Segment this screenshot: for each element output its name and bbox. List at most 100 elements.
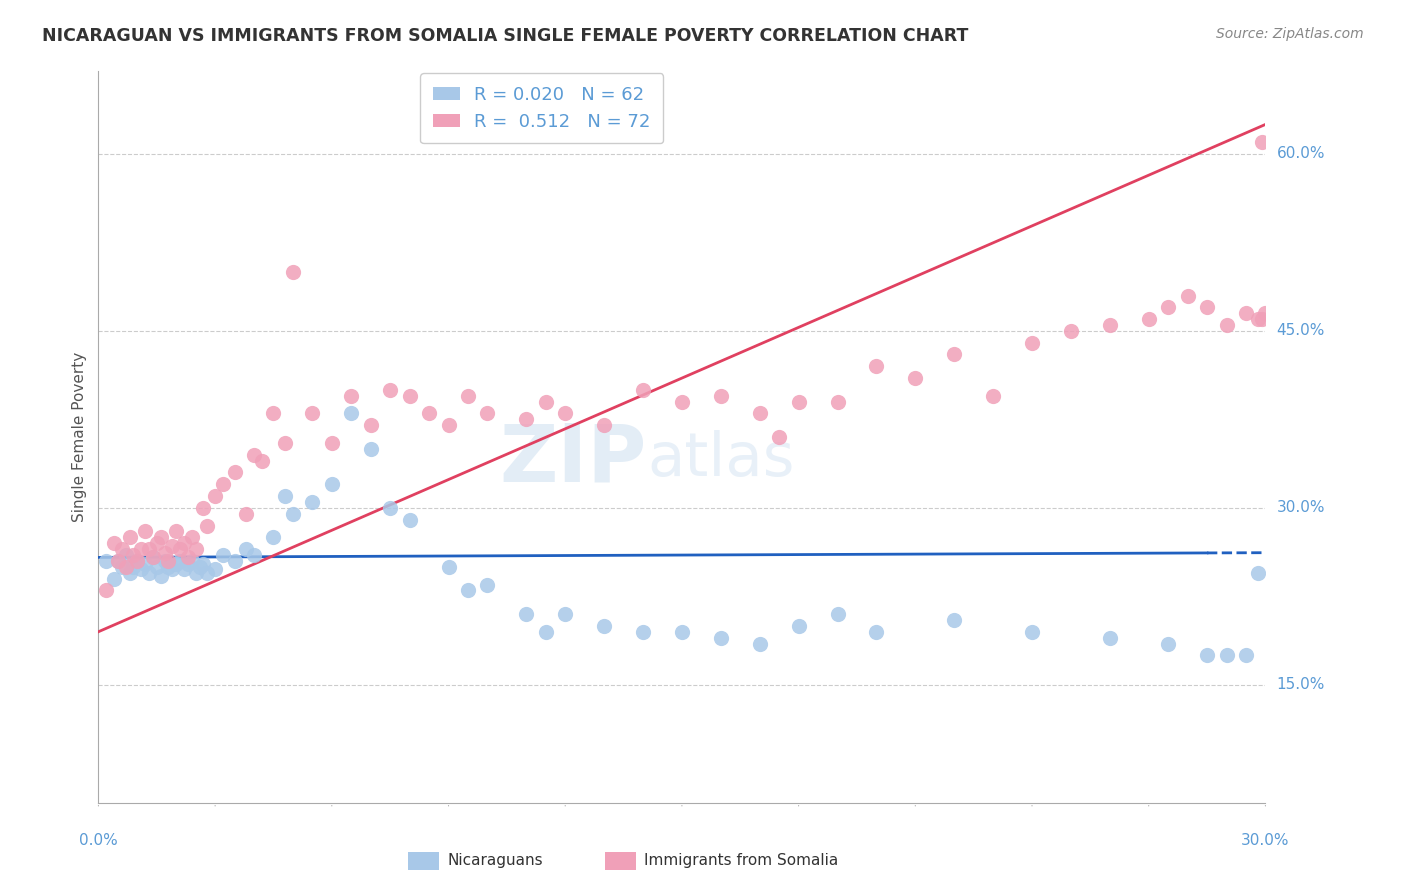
Point <box>827 607 849 621</box>
Point <box>118 566 141 580</box>
Point <box>457 583 479 598</box>
Point <box>169 542 191 557</box>
Point <box>122 559 145 574</box>
Point <box>515 412 537 426</box>
Point <box>149 569 172 583</box>
Point <box>262 530 284 544</box>
Point <box>827 394 849 409</box>
Point <box>1021 624 1043 639</box>
Point <box>212 548 235 562</box>
Text: Source: ZipAtlas.com: Source: ZipAtlas.com <box>1216 27 1364 41</box>
Point <box>127 554 149 568</box>
Point <box>1137 312 1160 326</box>
Point <box>1215 648 1237 663</box>
Point <box>235 507 257 521</box>
Point <box>103 572 125 586</box>
Point <box>534 394 557 409</box>
Point <box>184 566 207 580</box>
Point <box>157 559 180 574</box>
Point <box>710 631 733 645</box>
Point <box>418 407 440 421</box>
Point <box>142 550 165 565</box>
Point <box>111 542 134 557</box>
Point <box>162 562 184 576</box>
Point <box>301 495 323 509</box>
Point <box>904 371 927 385</box>
Point <box>224 554 246 568</box>
Point <box>177 550 200 565</box>
Point <box>146 536 169 550</box>
Point <box>477 407 499 421</box>
Point <box>321 436 343 450</box>
Point <box>107 554 129 568</box>
Point <box>360 418 382 433</box>
Point <box>1246 566 1268 580</box>
Text: 45.0%: 45.0% <box>1277 324 1324 338</box>
Point <box>787 619 810 633</box>
Point <box>96 583 118 598</box>
Text: ZIP: ZIP <box>499 420 647 498</box>
Point <box>165 524 187 539</box>
Point <box>129 542 152 557</box>
Point <box>103 536 125 550</box>
Point <box>398 513 420 527</box>
Point <box>865 359 887 374</box>
Point <box>243 548 266 562</box>
Point <box>262 407 284 421</box>
Text: 15.0%: 15.0% <box>1277 677 1324 692</box>
Point <box>204 489 226 503</box>
Point <box>1157 301 1180 315</box>
Point <box>787 394 810 409</box>
Point <box>768 430 790 444</box>
Point <box>1177 288 1199 302</box>
Point <box>671 624 693 639</box>
Point <box>534 624 557 639</box>
Point <box>235 542 257 557</box>
Y-axis label: Single Female Poverty: Single Female Poverty <box>72 352 87 522</box>
Point <box>157 554 180 568</box>
Point <box>129 562 152 576</box>
Point <box>134 524 156 539</box>
Point <box>360 442 382 456</box>
Text: 60.0%: 60.0% <box>1277 146 1324 161</box>
Point <box>631 624 654 639</box>
Point <box>1234 648 1257 663</box>
Point <box>457 389 479 403</box>
Point <box>380 383 402 397</box>
Point <box>593 619 616 633</box>
Text: Nicaraguans: Nicaraguans <box>447 854 543 868</box>
Point <box>321 477 343 491</box>
Point <box>193 500 215 515</box>
Point <box>1157 636 1180 650</box>
Point <box>1060 324 1083 338</box>
Point <box>122 548 145 562</box>
Point <box>593 418 616 433</box>
Point <box>169 554 191 568</box>
Point <box>153 554 176 568</box>
Point <box>180 554 202 568</box>
Point <box>281 265 304 279</box>
Point <box>250 453 273 467</box>
Point <box>1195 301 1218 315</box>
Point <box>1254 306 1277 320</box>
Point <box>981 389 1004 403</box>
Point <box>173 562 195 576</box>
Point <box>515 607 537 621</box>
Point <box>1195 648 1218 663</box>
Point <box>180 530 202 544</box>
Point <box>748 636 770 650</box>
Text: atlas: atlas <box>647 430 794 489</box>
Point <box>671 394 693 409</box>
Point <box>107 554 129 568</box>
Point <box>437 559 460 574</box>
Point <box>1234 306 1257 320</box>
Point <box>340 407 363 421</box>
Point <box>204 562 226 576</box>
Point <box>274 436 297 450</box>
Point <box>243 448 266 462</box>
Point <box>138 566 160 580</box>
Point <box>111 559 134 574</box>
Point <box>165 558 187 572</box>
Point <box>184 542 207 557</box>
Point <box>554 607 576 621</box>
